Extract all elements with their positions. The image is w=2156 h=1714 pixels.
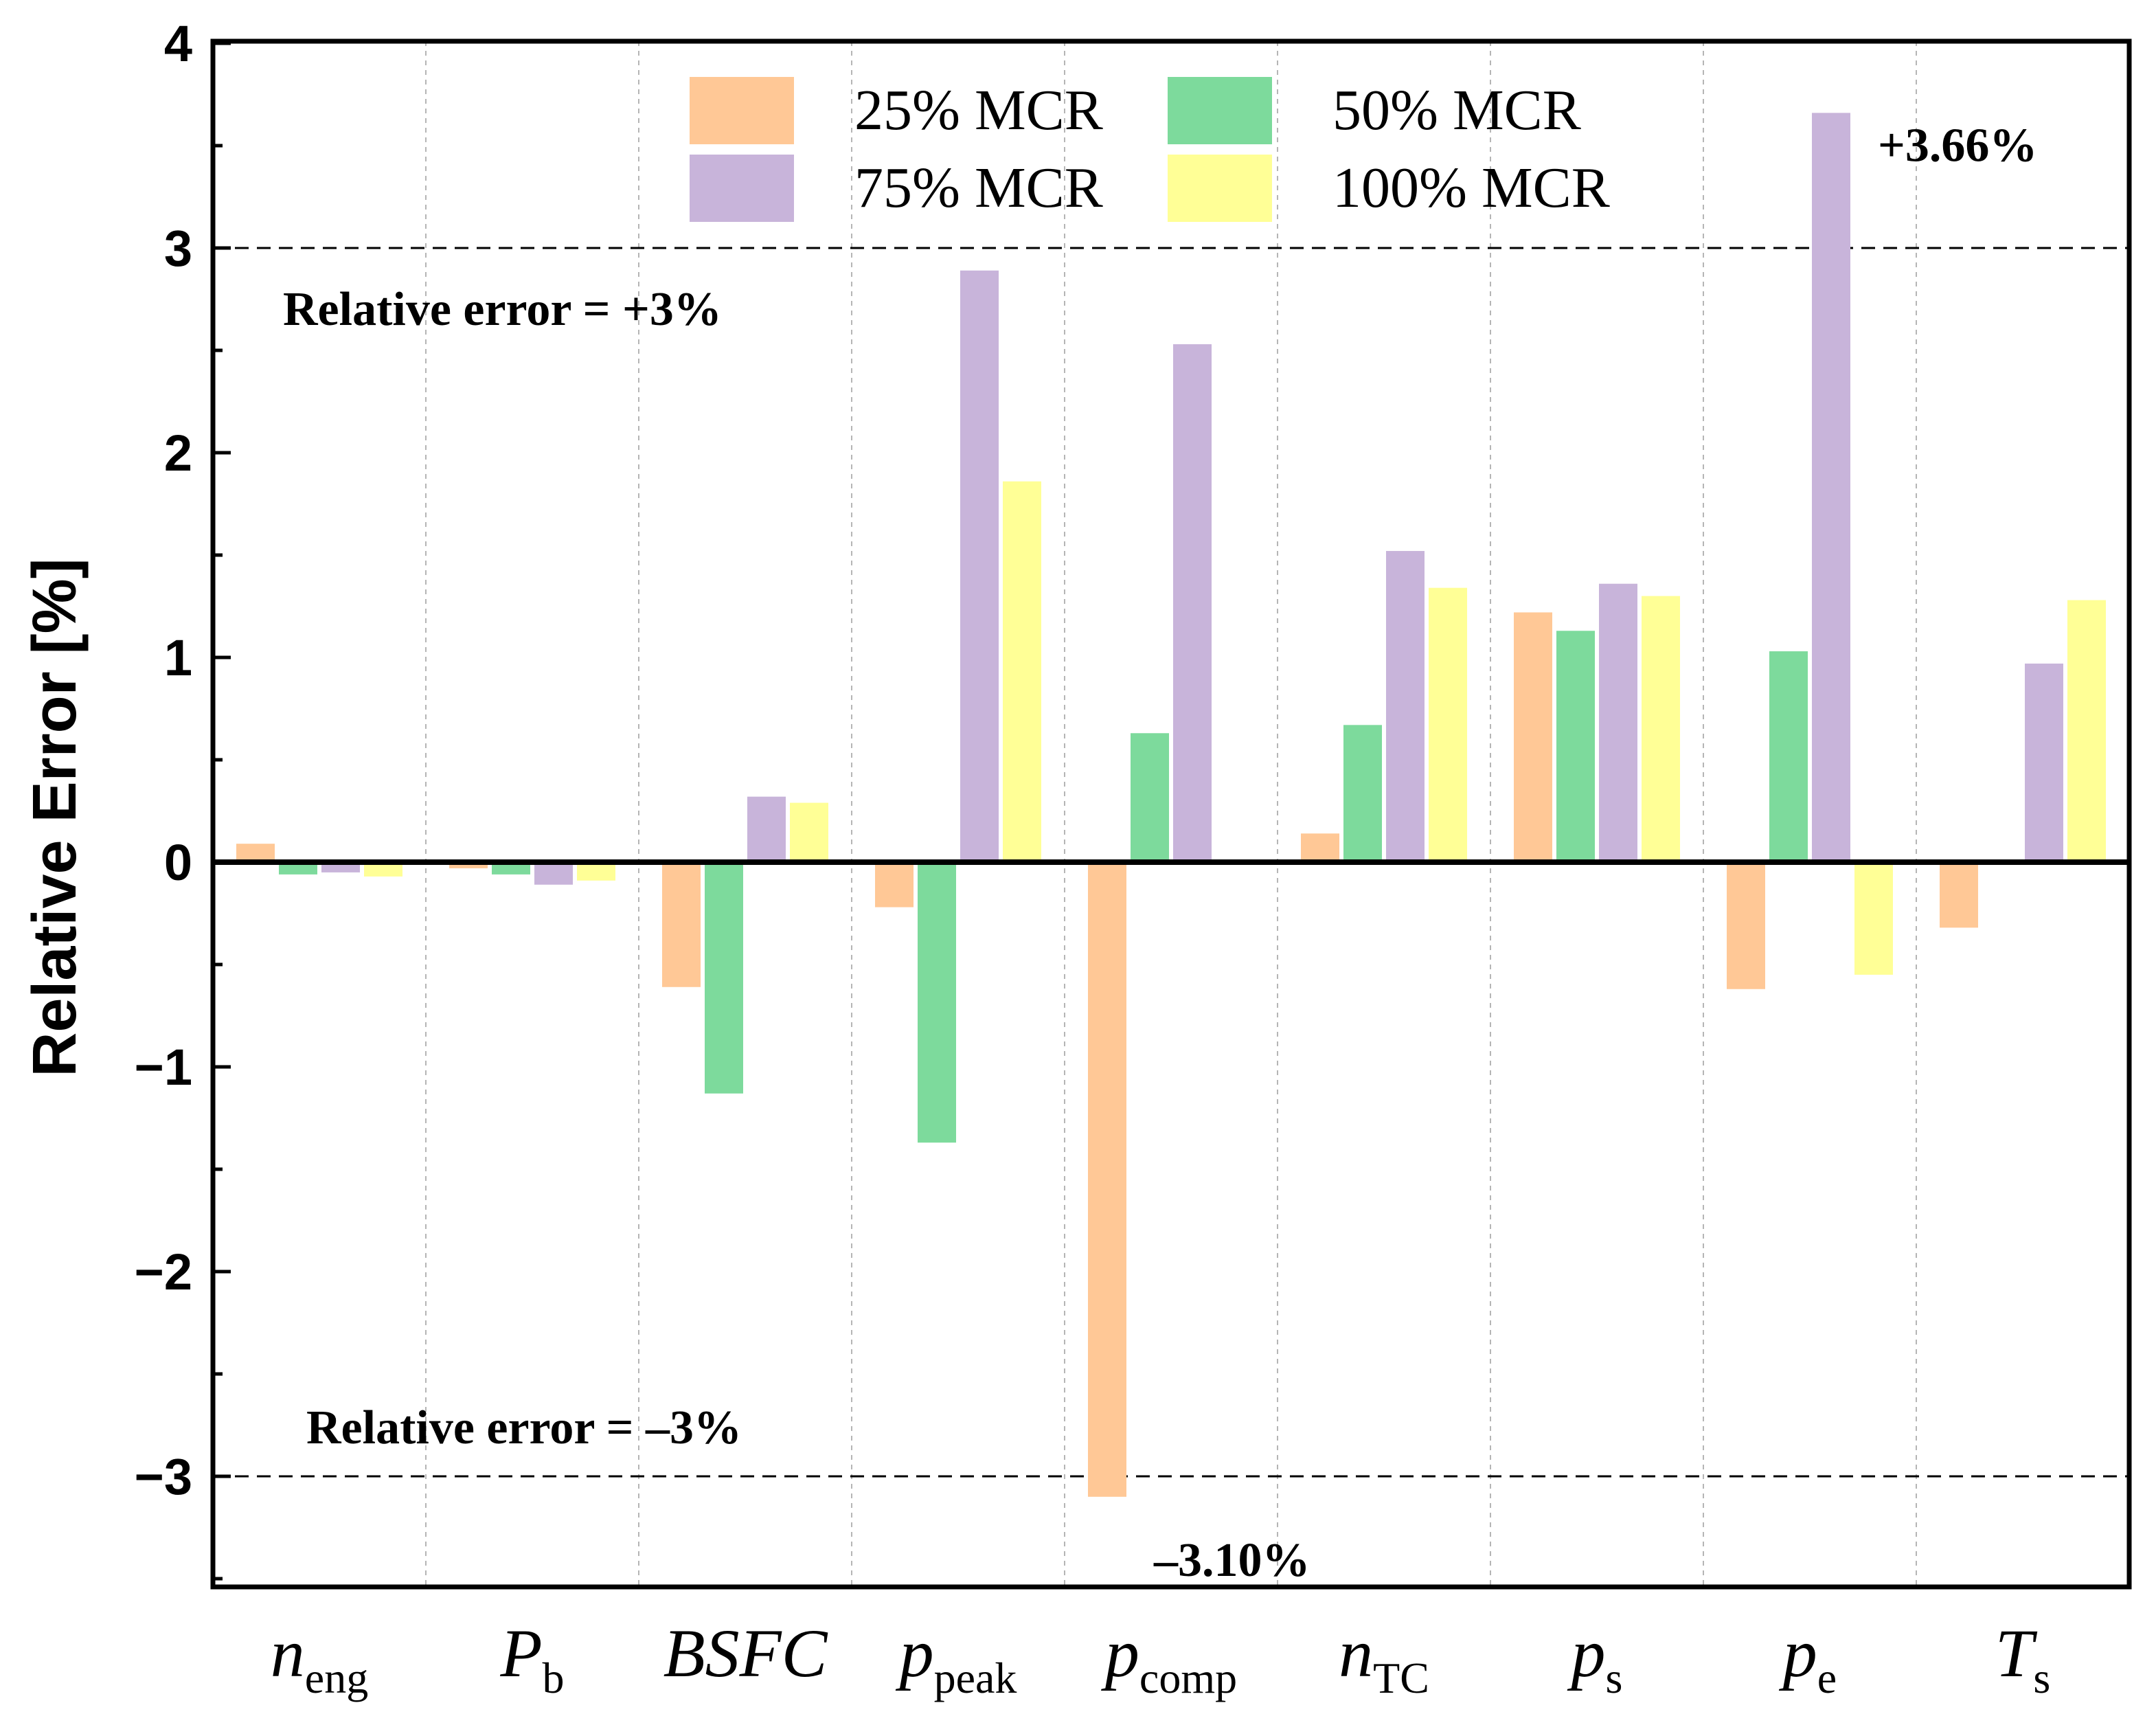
bar (1301, 833, 1339, 862)
x-category-main: n (271, 1615, 305, 1691)
x-category-subscript: comp (1139, 1654, 1237, 1702)
legend-swatch (1168, 155, 1272, 222)
bar (279, 862, 317, 875)
bar (1556, 631, 1595, 862)
y-tick-label: −1 (135, 1039, 192, 1096)
x-category-label: pcomp (1101, 1615, 1237, 1702)
x-category-main: p (1567, 1615, 1606, 1691)
y-tick-label: 4 (164, 15, 192, 72)
annotations: +3.66% –3.10% (1153, 119, 2037, 1586)
x-category-subscript: TC (1373, 1654, 1429, 1702)
plot-border (210, 38, 2132, 1590)
bar (1003, 481, 1041, 862)
x-axis: neng Pb BSFC ppeak pcomp nTC ps pe Ts (271, 1615, 2050, 1702)
y-axis: −3 −2 −1 0 1 2 3 4 (135, 15, 231, 1581)
reference-line-label: Relative error = +3% (283, 283, 722, 336)
legend: 25% MCR 50% MCR 75% MCR 100% MCR (690, 77, 1610, 222)
bar (960, 270, 999, 862)
legend-label: 100% MCR (1332, 156, 1610, 220)
x-category-subscript: s (1606, 1654, 1623, 1702)
bar (918, 862, 956, 1143)
plot-frame (210, 38, 2132, 1590)
bar (1429, 587, 1467, 862)
y-tick-label: 3 (164, 220, 192, 277)
bar (1812, 113, 1850, 862)
x-category-label: nTC (1339, 1615, 1429, 1702)
x-category-subscript: eng (305, 1654, 368, 1702)
bar (705, 862, 743, 1094)
legend-swatch (1168, 77, 1272, 144)
x-category-main: BSFC (663, 1615, 828, 1691)
x-category-main: T (1995, 1615, 2038, 1691)
x-category-label: BSFC (663, 1615, 828, 1691)
x-category-main: P (499, 1615, 542, 1691)
legend-label: 75% MCR (854, 156, 1103, 220)
x-category-label: neng (271, 1615, 368, 1702)
reference-lines: Relative error = +3% Relative error = –3% (213, 247, 2129, 1478)
bar (1514, 612, 1552, 862)
bar (747, 796, 786, 862)
x-category-label: ppeak (896, 1615, 1017, 1702)
bar (1173, 344, 1212, 862)
bar (364, 862, 402, 877)
category-separators (425, 41, 1917, 1587)
bar (2067, 600, 2106, 862)
bar (449, 862, 488, 868)
bar (875, 862, 914, 907)
y-tick-label: 2 (164, 425, 192, 482)
bar (492, 862, 530, 875)
x-category-main: p (896, 1615, 934, 1691)
bar (534, 862, 573, 885)
bar (1769, 651, 1808, 862)
x-category-subscript: b (543, 1654, 565, 1702)
x-category-label: pe (1779, 1615, 1837, 1702)
bar (790, 802, 828, 862)
y-axis-label: Relative Error [%] (21, 558, 89, 1076)
bar (1940, 862, 1978, 928)
legend-label: 25% MCR (854, 78, 1103, 142)
legend-label: 50% MCR (1332, 78, 1581, 142)
bar (2025, 663, 2063, 862)
x-category-label: Pb (499, 1615, 564, 1702)
reference-line-label: Relative error = –3% (306, 1401, 742, 1454)
bar (1854, 862, 1893, 975)
value-annotation: +3.66% (1878, 119, 2037, 172)
x-category-main: p (1779, 1615, 1817, 1691)
bar (1131, 733, 1169, 862)
x-category-subscript: e (1817, 1654, 1837, 1702)
bar (1088, 862, 1126, 1497)
bar (577, 862, 615, 881)
bar (1343, 725, 1382, 862)
legend-swatch (690, 77, 794, 144)
bar (1727, 862, 1765, 989)
bar-marks (236, 113, 2106, 1497)
x-category-subscript: peak (934, 1654, 1017, 1702)
bar (236, 844, 275, 862)
x-category-subscript: s (2033, 1654, 2050, 1702)
y-tick-label: 0 (164, 834, 192, 891)
y-tick-label: −3 (135, 1448, 192, 1505)
x-category-label: Ts (1995, 1615, 2051, 1702)
bar (1386, 551, 1425, 862)
y-tick-label: −2 (135, 1243, 192, 1300)
bar (1599, 583, 1637, 862)
bar (1642, 596, 1680, 862)
x-category-main: p (1101, 1615, 1139, 1691)
x-category-main: n (1339, 1615, 1373, 1691)
x-category-label: ps (1567, 1615, 1623, 1702)
value-annotation: –3.10% (1153, 1534, 1310, 1587)
legend-swatch (690, 155, 794, 222)
bar (662, 862, 701, 987)
y-tick-label: 1 (164, 629, 192, 686)
